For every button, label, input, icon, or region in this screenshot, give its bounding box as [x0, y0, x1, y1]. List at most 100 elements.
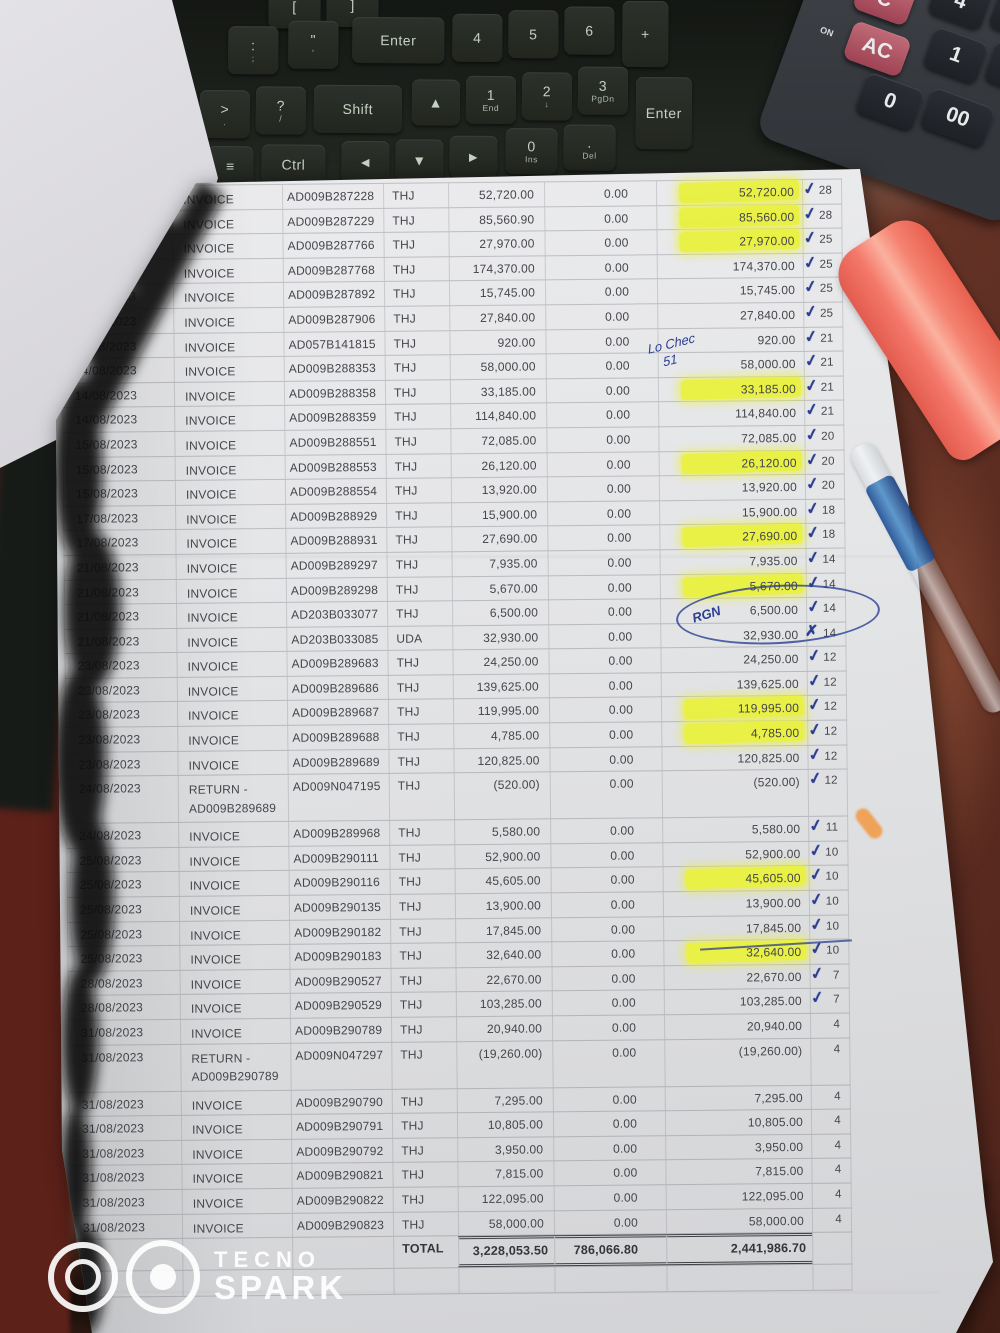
cell-amount [458, 1267, 555, 1294]
cell-document-number: AD009B289298 [285, 577, 387, 602]
cell-tax: 0.00 [547, 574, 660, 600]
cell-type: INVOICE [174, 406, 285, 431]
cell-type: INVOICE [181, 1213, 293, 1239]
cell-code: THJ [390, 918, 456, 944]
cell-tax: 0.00 [547, 525, 660, 551]
cell-date: 10/08/2023 [61, 308, 174, 334]
cell-date: 15/08/2023 [62, 431, 175, 457]
cell-type: INVOICE [173, 357, 284, 382]
cell-type: INVOICE [172, 283, 284, 308]
cell-type: INVOICE [176, 602, 287, 628]
cell-code: THJ [391, 1088, 457, 1114]
cell-net-amount: 72,085.00 ✓ [658, 426, 821, 451]
cell-tax: 0.00 [544, 205, 657, 231]
cell-amount: 174,370.00 [448, 256, 545, 281]
cell-type: INVOICE [172, 258, 283, 284]
cell-amount: 139,625.00 [452, 674, 549, 699]
cell-code: THJ [392, 1162, 458, 1187]
cell-net-amount: 27,970.00 ✓ [656, 228, 819, 255]
cell-amount: 27,690.00 [451, 526, 548, 552]
net-amount: (19,260.00) [738, 1043, 803, 1059]
cell-document-number: AD057B141815 [283, 331, 385, 357]
cell-net-amount: 58,000.00 [665, 1208, 813, 1234]
cell-tax: 0.00 [550, 843, 663, 868]
cell-tax: 0.00 [553, 1160, 666, 1186]
cell-net-amount: 15,745.00 ✓ [656, 278, 820, 304]
cell-type: INVOICE [173, 332, 284, 358]
cell-type: INVOICE [174, 455, 285, 481]
cell-amount: 6,500.00 [452, 600, 549, 625]
cell-amount: 10,805.00 [456, 1112, 554, 1138]
net-amount: 3,950.00 [754, 1139, 804, 1155]
cell-net-amount: 15,900.00 ✓ [659, 499, 822, 525]
cell-code: THJ [392, 1187, 458, 1212]
cell-code: THJ [386, 527, 452, 552]
cell-net-amount: 920.00 ✓ [657, 327, 820, 353]
cell-amount: 32,930.00 [452, 625, 549, 650]
cell-net-amount: 22,670.00 ✓ [663, 964, 826, 990]
cell-date: 31/08/2023 [69, 1165, 182, 1190]
cell-document-number: AD203B033077 [286, 601, 388, 627]
cell-net-amount: 122,095.00 [665, 1183, 812, 1209]
cell-tax: 0.00 [553, 1136, 666, 1161]
cell-amount: 114,840.00 [450, 403, 547, 429]
cell-code: THJ [384, 355, 450, 380]
cell-net-amount: (520.00) ✓ [661, 770, 824, 818]
cell-amount: 17,845.00 [455, 917, 552, 943]
cell-code: THJ [383, 207, 449, 233]
cell-net-amount: 52,900.00 ✓ [662, 842, 825, 867]
table-row: 31/08/2023 RETURN - AD009B290789 AD009N0472… [68, 1038, 851, 1093]
cell-type: INVOICE [180, 1090, 291, 1116]
cell-document-number: AD009B289687 [286, 700, 389, 725]
net-amount: 120,825.00 [737, 750, 800, 766]
net-amount: 15,900.00 [741, 504, 798, 520]
net-amount: 920.00 [757, 332, 796, 347]
cell-type: INVOICE [179, 920, 290, 946]
cell-net-amount: 26,120.00 ✓ [658, 450, 821, 476]
cell-type: INVOICE [177, 725, 288, 751]
total-tax: 786,066.80 [554, 1234, 667, 1267]
net-amount: 139,625.00 [736, 676, 799, 692]
cell-tax: 0.00 [546, 451, 659, 477]
cell-net-amount: 13,920.00 ✓ [658, 475, 821, 500]
cell-tax: 0.00 [545, 304, 658, 329]
cell-code: THJ [382, 183, 449, 208]
cell-type: INVOICE [175, 529, 286, 554]
cell-net-amount: 45,605.00 ✓ [662, 866, 825, 892]
cell-date: 023 [60, 210, 173, 236]
cell-net-amount: 7,815.00 [665, 1159, 812, 1185]
cell-net-amount: 32,640.00 ✓ [663, 939, 826, 966]
cell-net-amount: 119,995.00 ✓ [660, 696, 824, 722]
cell-type: RETURN - AD009B290789 [180, 1043, 291, 1091]
cell-tax: 0.00 [545, 378, 659, 403]
net-amount: 122,095.00 [741, 1188, 804, 1204]
cell-net-amount: 6,500.00 ✓ [659, 598, 823, 623]
cell-amount: 920.00 [449, 329, 546, 355]
cell-date: 23/08/2023 [65, 751, 178, 777]
cell-date: 17/08/2023 [63, 530, 176, 555]
net-amount: 72,085.00 [741, 430, 797, 446]
cell-document-number: AD009B290182 [289, 919, 391, 945]
cell-tax: 0.00 [551, 990, 664, 1016]
cell-date: 28/08/2023 [67, 995, 181, 1020]
cell-type: INVOICE [181, 1164, 292, 1189]
camera-lens-icon [126, 1240, 200, 1314]
cell-code: THJ [392, 1138, 458, 1163]
paper-crease [60, 1292, 940, 1295]
cell-tax: 0.00 [550, 867, 663, 893]
cell-document-number: AD009B288358 [283, 380, 386, 406]
cell-net [666, 1264, 813, 1292]
cell-date: 25/08/2023 [66, 872, 179, 897]
cell-code: THJ [388, 724, 454, 749]
cell-type: RETURN - AD009B289689 [177, 775, 289, 823]
cell-date: 15/08/2023 [62, 481, 176, 506]
cell-type: INVOICE [179, 945, 290, 970]
cell-date: 31/08/2023 [69, 1140, 182, 1166]
net-amount: 13,900.00 [745, 895, 801, 911]
cell-tax: 0.00 [547, 550, 660, 575]
cell-type: INVOICE [181, 1188, 292, 1214]
cell-code: THJ [391, 1113, 458, 1138]
cell-code [393, 1268, 459, 1295]
cell-code: THJ [389, 869, 455, 894]
